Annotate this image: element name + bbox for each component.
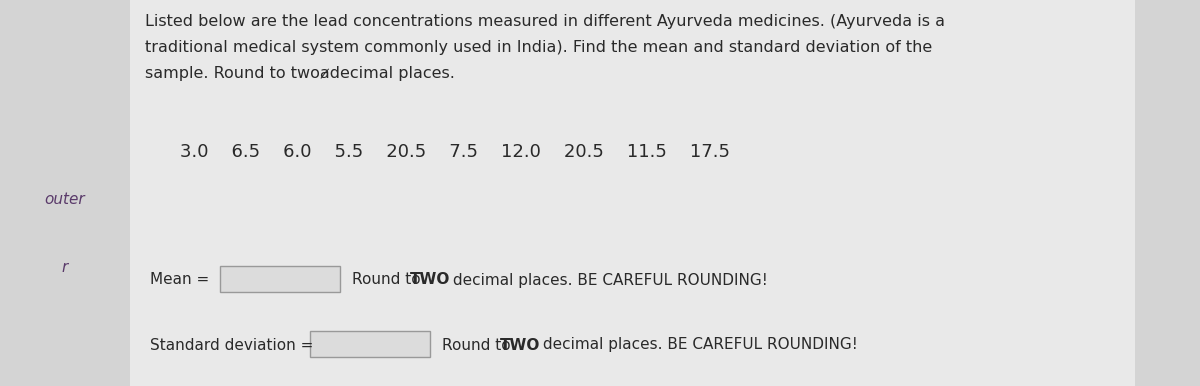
Text: Mean =: Mean = xyxy=(150,273,209,288)
Text: Round to: Round to xyxy=(352,273,426,288)
Text: sample. Round to twoⱥdecimal places.: sample. Round to twoⱥdecimal places. xyxy=(145,66,455,81)
Text: Standard deviation =: Standard deviation = xyxy=(150,337,313,352)
Text: outer: outer xyxy=(44,193,85,208)
Bar xyxy=(220,266,340,292)
Text: r: r xyxy=(62,261,68,276)
Text: TWO: TWO xyxy=(410,273,450,288)
Bar xyxy=(310,331,430,357)
Text: TWO: TWO xyxy=(500,337,540,352)
Text: 3.0    6.5    6.0    5.5    20.5    7.5    12.0    20.5    11.5    17.5: 3.0 6.5 6.0 5.5 20.5 7.5 12.0 20.5 11.5 … xyxy=(180,143,730,161)
Bar xyxy=(130,0,1135,386)
Bar xyxy=(1135,0,1200,386)
Text: decimal places. BE CAREFUL ROUNDING!: decimal places. BE CAREFUL ROUNDING! xyxy=(538,337,858,352)
Text: Round to: Round to xyxy=(442,337,516,352)
Bar xyxy=(0,0,130,386)
Text: traditional medical system commonly used in India). Find the mean and standard d: traditional medical system commonly used… xyxy=(145,40,932,55)
Text: Listed below are the lead concentrations measured in different Ayurveda medicine: Listed below are the lead concentrations… xyxy=(145,14,946,29)
Text: decimal places. BE CAREFUL ROUNDING!: decimal places. BE CAREFUL ROUNDING! xyxy=(448,273,768,288)
